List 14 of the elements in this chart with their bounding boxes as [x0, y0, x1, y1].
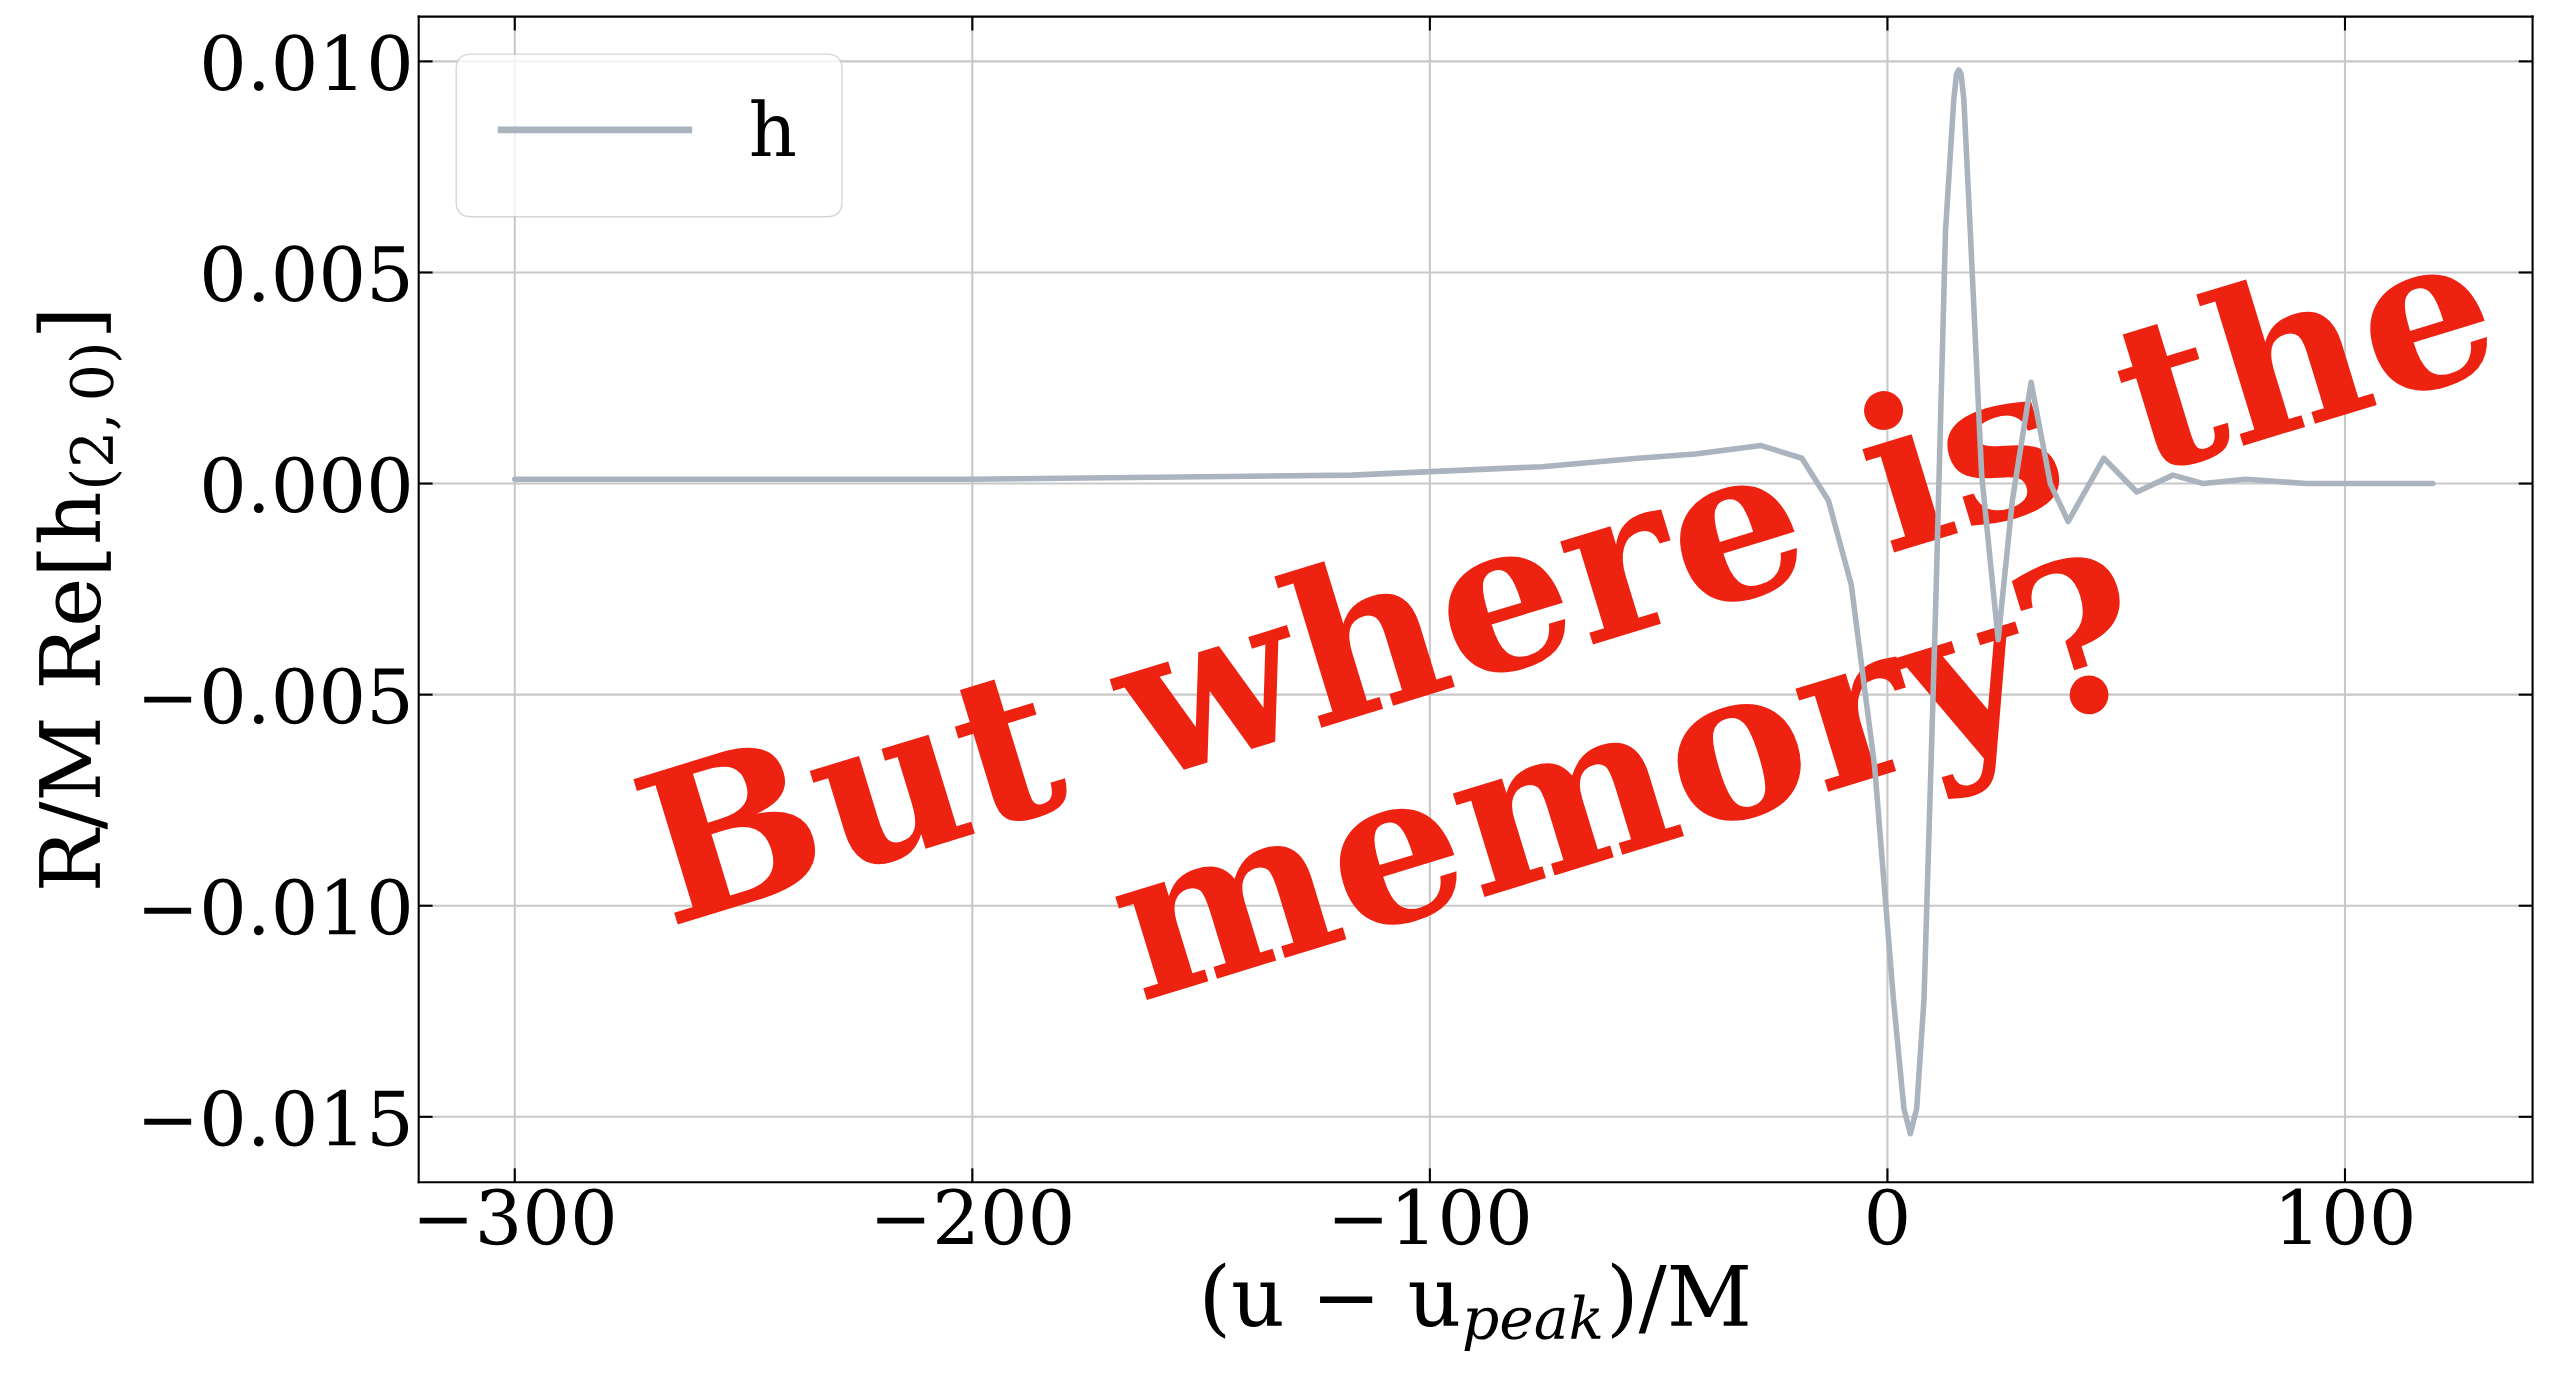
y-tick-label: 0.000: [204, 456, 409, 514]
x-tick-label: −100: [1334, 1188, 1528, 1246]
y-tick-label: 0.010: [204, 34, 409, 91]
y-axis-title: R/M Re[h$_{(2,0)}$]: [36, 313, 122, 888]
y-tick-label: −0.010: [144, 878, 409, 936]
x-tick-label: −200: [877, 1188, 1071, 1246]
y-tick-label: −0.005: [144, 667, 409, 725]
x-tick-label: 0: [1868, 1188, 1907, 1246]
x-tick-label: −300: [419, 1188, 613, 1246]
x-axis-title: (u − u$_{peak}$)/M: [1205, 1262, 1748, 1351]
x-tick-label: 100: [2282, 1188, 2412, 1246]
y-tick-label: 0.005: [204, 245, 409, 303]
legend-label: h: [751, 99, 795, 157]
y-tick-label: −0.015: [144, 1089, 409, 1147]
